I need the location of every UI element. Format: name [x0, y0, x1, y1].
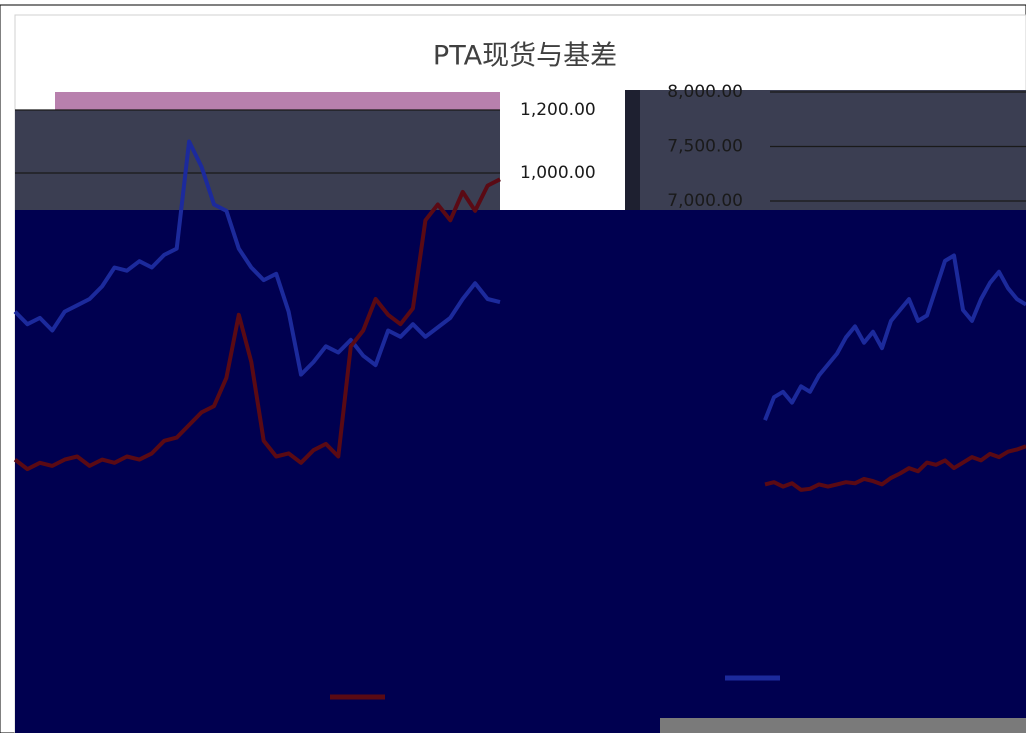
- series-line: [13, 177, 501, 472]
- series-line: [13, 139, 501, 377]
- series-line: [763, 253, 1026, 421]
- y-tick-label: 1,000.00: [520, 163, 596, 183]
- y-tick-label: 1,200.00: [520, 100, 596, 120]
- series-line: [764, 444, 1026, 492]
- y-tick-label: 7,500.00: [667, 137, 743, 157]
- status-bar: [660, 718, 1026, 733]
- chart-title: PTA现货与基差: [433, 41, 617, 72]
- panel-band: [625, 90, 1026, 212]
- panel-edge: [625, 90, 640, 212]
- y-tick-label: 7,000.00: [667, 191, 743, 211]
- panel-dark: [15, 210, 1026, 733]
- y-tick-label: 8,000.00: [667, 82, 743, 102]
- glitch-strip: [55, 92, 500, 110]
